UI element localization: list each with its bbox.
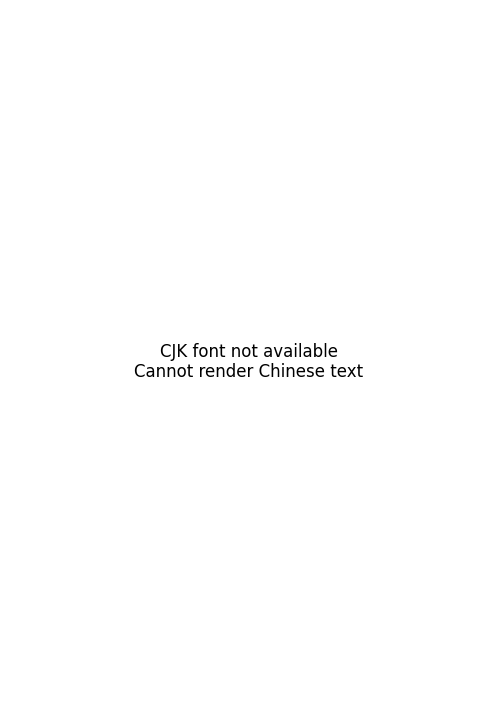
Text: CJK font not available
Cannot render Chinese text: CJK font not available Cannot render Chi… — [134, 343, 364, 381]
